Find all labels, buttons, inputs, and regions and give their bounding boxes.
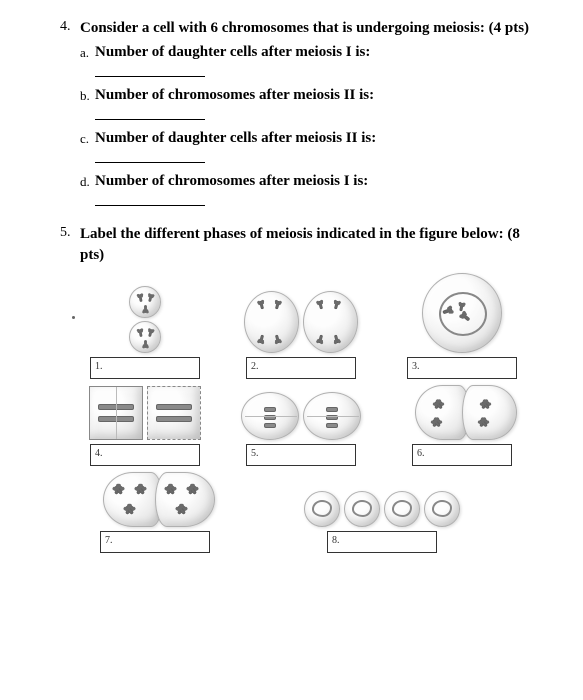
cell-icon	[303, 291, 358, 353]
answer-box-4[interactable]: 4.	[90, 444, 200, 466]
q4-a-letter: a.	[80, 44, 95, 61]
q4-number: 4.	[60, 18, 80, 35]
answer-box-1[interactable]: 1.	[90, 357, 200, 379]
cell-icon	[155, 472, 215, 527]
q5-number: 5.	[60, 224, 80, 241]
q4-b-blank[interactable]	[95, 106, 205, 120]
q4-c-blank[interactable]	[95, 149, 205, 163]
q4-d-letter: d.	[80, 173, 95, 190]
cell-icon	[384, 491, 420, 527]
q4-c-letter: c.	[80, 130, 95, 147]
panel-6: 6.	[392, 385, 532, 466]
cell-icon	[422, 273, 502, 353]
answer-box-8[interactable]: 8.	[327, 531, 437, 553]
q4-sub-c: c. Number of daughter cells after meiosi…	[80, 130, 543, 163]
panel-3: 3.	[392, 273, 532, 379]
question-5: 5. Label the different phases of meiosis…	[60, 224, 543, 553]
q4-text: Consider a cell with 6 chromosomes that …	[80, 18, 529, 38]
cell-box-icon	[147, 386, 201, 440]
cell-icon	[344, 491, 380, 527]
q4-b-text: Number of chromosomes after meiosis II i…	[95, 87, 374, 104]
panel-5: 5.	[226, 392, 376, 466]
cell-icon	[462, 385, 517, 440]
q4-sub-b: b. Number of chromosomes after meiosis I…	[80, 87, 543, 120]
answer-box-7[interactable]: 7.	[100, 531, 210, 553]
cell-icon	[424, 491, 460, 527]
cell-icon	[241, 392, 299, 440]
panel-4: 4.	[80, 386, 210, 466]
q4-a-blank[interactable]	[95, 63, 205, 77]
q4-d-text: Number of chromosomes after meiosis I is…	[95, 173, 368, 190]
cell-icon	[303, 392, 361, 440]
q5-text: Label the different phases of meiosis in…	[80, 224, 543, 265]
figure-row-3: 7. 8.	[80, 472, 550, 553]
panel-7: 7.	[80, 472, 230, 553]
panel-1: 1.	[80, 286, 210, 379]
cell-icon	[129, 321, 161, 353]
panel-2: 2.	[226, 291, 376, 379]
q4-a-text: Number of daughter cells after meiosis I…	[95, 44, 370, 61]
q5-figure: 1. 2	[80, 273, 550, 553]
cell-icon	[244, 291, 299, 353]
question-4: 4. Consider a cell with 6 chromosomes th…	[60, 18, 543, 206]
q4-sublist: a. Number of daughter cells after meiosi…	[80, 44, 543, 206]
cell-icon	[304, 491, 340, 527]
answer-box-3[interactable]: 3.	[407, 357, 517, 379]
q4-sub-a: a. Number of daughter cells after meiosi…	[80, 44, 543, 77]
panel-8: 8.	[292, 491, 472, 553]
dot-icon	[72, 316, 75, 319]
answer-box-2[interactable]: 2.	[246, 357, 356, 379]
figure-row-2: 4. 5	[80, 385, 550, 466]
answer-box-5[interactable]: 5.	[246, 444, 356, 466]
figure-row-1: 1. 2	[80, 273, 550, 379]
q4-b-letter: b.	[80, 87, 95, 104]
q4-sub-d: d. Number of chromosomes after meiosis I…	[80, 173, 543, 206]
cell-icon	[129, 286, 161, 318]
q4-d-blank[interactable]	[95, 192, 205, 206]
cell-box-icon	[89, 386, 143, 440]
cell-icon	[103, 472, 163, 527]
q4-c-text: Number of daughter cells after meiosis I…	[95, 130, 376, 147]
answer-box-6[interactable]: 6.	[412, 444, 512, 466]
